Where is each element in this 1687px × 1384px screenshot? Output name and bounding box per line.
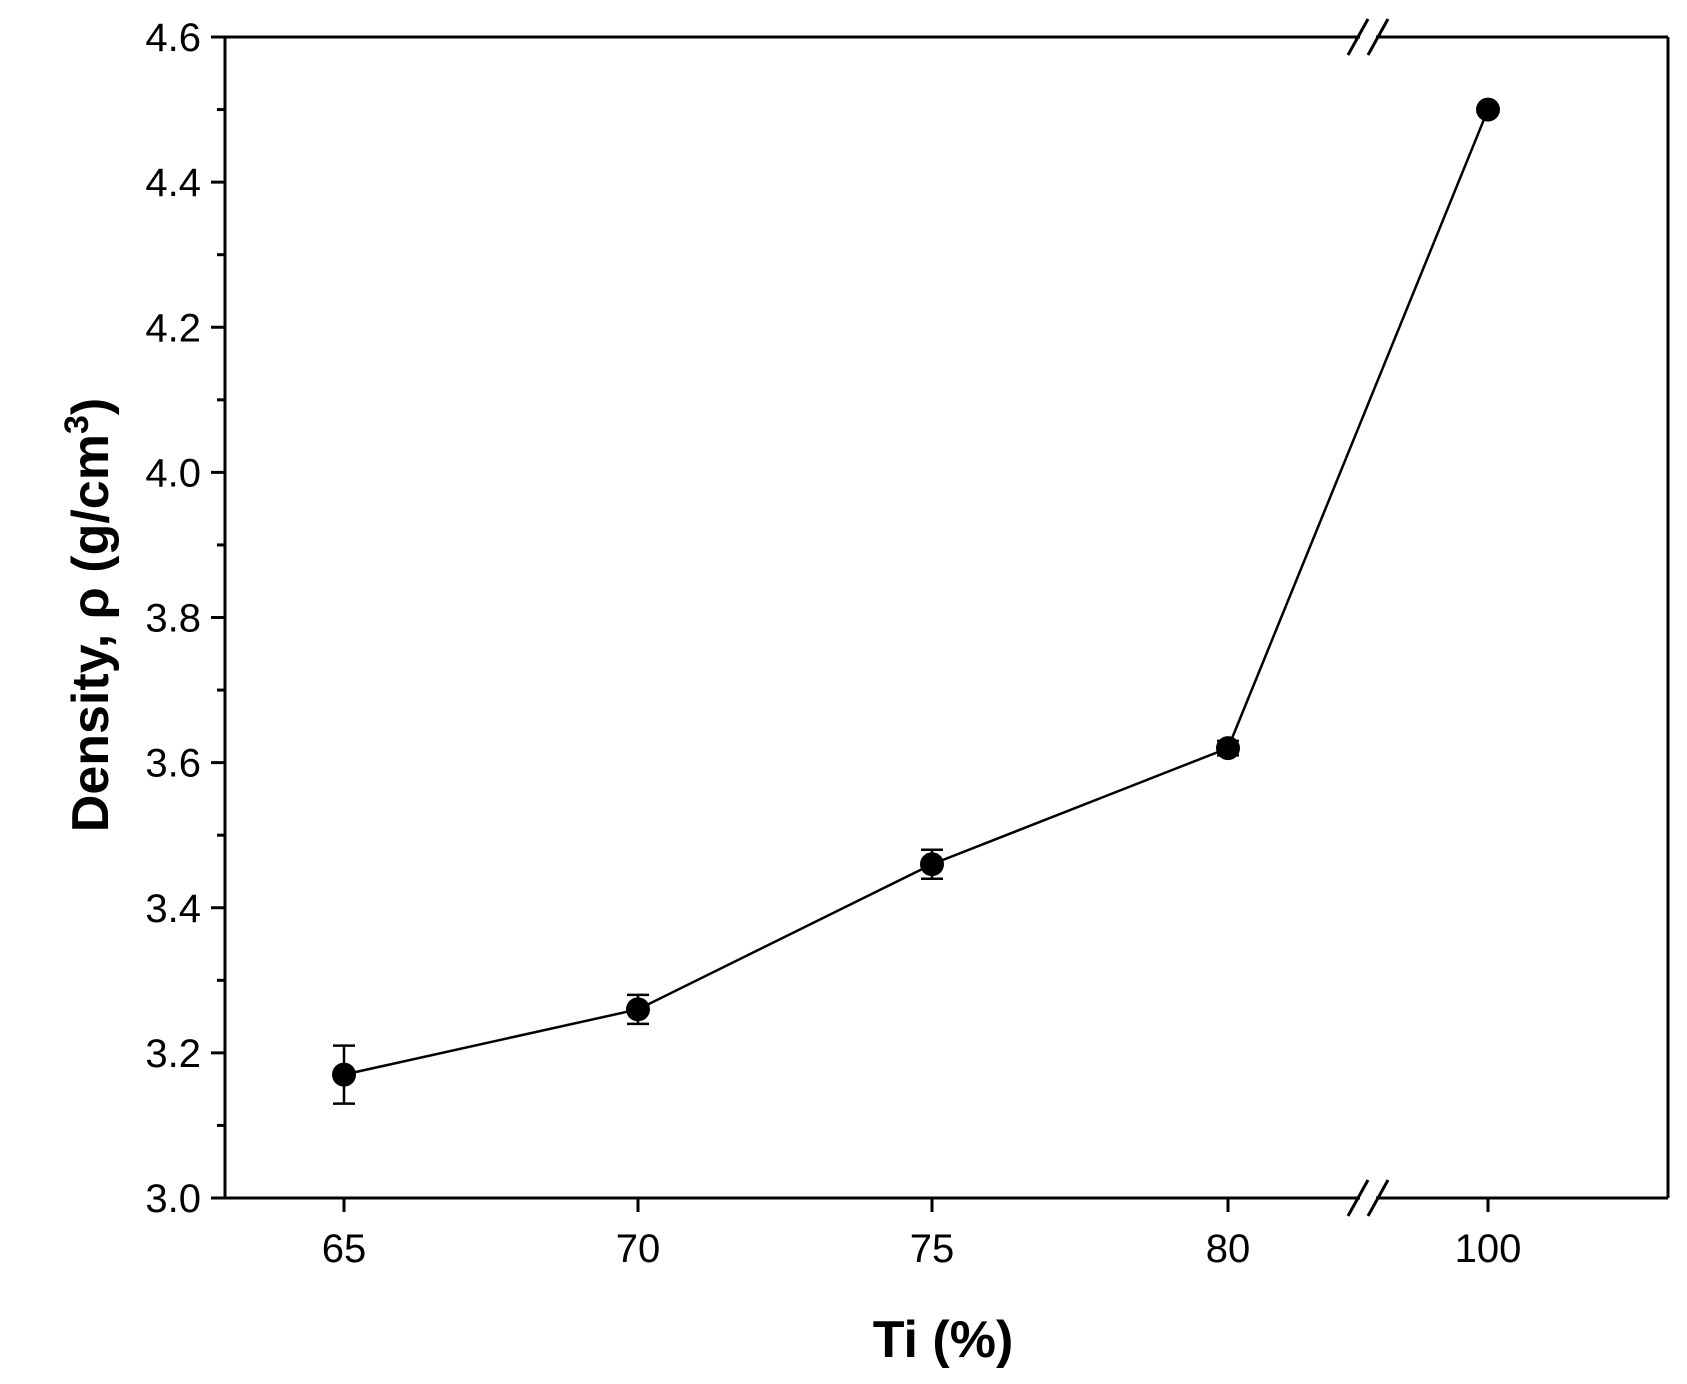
data-point <box>626 997 650 1022</box>
axis-break-slash <box>1366 18 1390 56</box>
y-axis-title-superscript: 3 <box>58 415 96 434</box>
y-tick-label: 3.2 <box>145 1032 201 1076</box>
axis-break-top <box>1346 18 1390 56</box>
axis-break-slash <box>1346 1179 1370 1217</box>
y-axis-title-close: ) <box>62 398 120 415</box>
x-tick-label: 65 <box>322 1227 367 1271</box>
axis-break-bottom <box>1346 1179 1390 1217</box>
axis-break-slash <box>1346 18 1370 56</box>
y-tick-label: 3.6 <box>145 742 201 786</box>
x-axis-title: Ti (%) <box>873 1311 1014 1369</box>
x-tick-label: 70 <box>616 1227 661 1271</box>
x-tick-label: 100 <box>1455 1227 1522 1271</box>
x-axis: 65 70 75 80 100 <box>322 1198 1522 1271</box>
y-tick-label: 4.2 <box>145 306 201 350</box>
data-series <box>332 97 1500 1105</box>
y-axis-title-main: Density, ρ (g/cm <box>62 434 120 832</box>
data-point <box>1476 97 1500 122</box>
x-tick-label: 80 <box>1206 1227 1251 1271</box>
axis-break-slash <box>1366 1179 1390 1217</box>
series-line <box>343 109 1490 1076</box>
data-point <box>1216 736 1240 761</box>
y-tick-label: 3.4 <box>145 887 201 931</box>
y-tick-label: 3.8 <box>145 597 201 641</box>
y-axis: 3.0 3.2 3.4 3.6 3.8 4.0 4.2 4.4 4.6 <box>145 16 225 1221</box>
y-tick-label: 4.4 <box>145 161 201 205</box>
y-tick-label: 4.6 <box>145 16 201 60</box>
data-point <box>332 1062 356 1087</box>
y-tick-label: 4.0 <box>145 451 201 495</box>
y-axis-title: Density, ρ (g/cm3) <box>58 398 120 832</box>
plot-frame <box>223 18 1670 1217</box>
x-tick-label: 75 <box>910 1227 955 1271</box>
y-tick-label: 3.0 <box>145 1177 201 1221</box>
data-point <box>920 852 944 877</box>
